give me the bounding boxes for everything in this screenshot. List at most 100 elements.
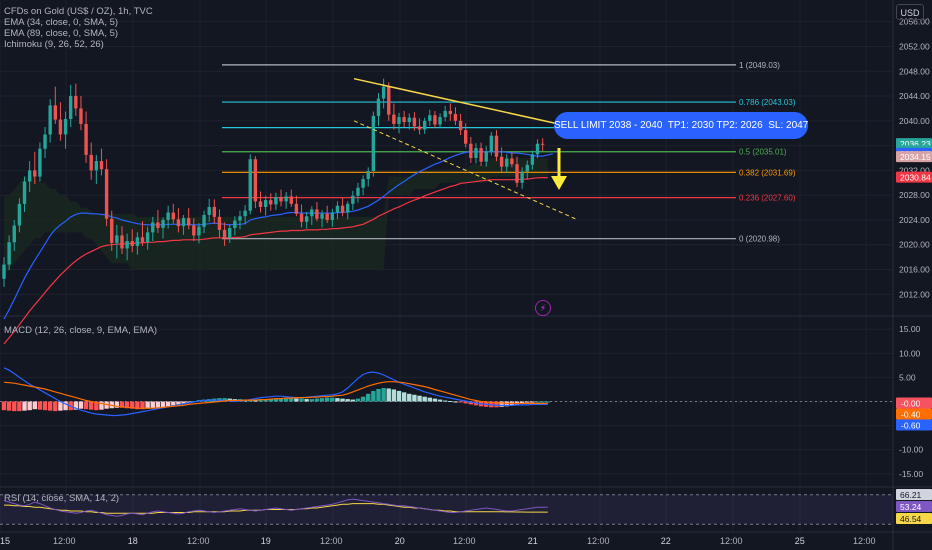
- candle-body: [294, 203, 299, 214]
- macd-histogram-bar: [94, 401, 99, 411]
- macd-histogram-bar: [386, 388, 391, 402]
- candle-body: [248, 159, 252, 211]
- candle-body: [346, 203, 350, 213]
- candle: [530, 150, 535, 170]
- candle-body: [335, 205, 340, 213]
- macd-histogram-bar: [42, 401, 48, 411]
- macd-histogram-bar: [437, 399, 443, 402]
- macd-histogram-bar: [535, 401, 540, 403]
- macd-histogram-bar: [345, 399, 350, 402]
- macd-histogram-bar: [499, 401, 504, 407]
- candle: [181, 215, 186, 235]
- macd-title[interactable]: MACD (12, 26, close, 9, EMA, EMA): [4, 325, 158, 336]
- candle: [258, 191, 263, 213]
- ichimoku-legend[interactable]: Ichimoku (9, 26, 52, 26): [4, 39, 104, 50]
- candle: [540, 138, 545, 152]
- candle: [166, 205, 170, 229]
- candle-body: [33, 170, 37, 177]
- candle: [402, 110, 406, 128]
- time-tick-label: 21: [528, 536, 538, 546]
- candle: [99, 148, 104, 176]
- candle-body: [151, 222, 155, 233]
- candle: [269, 193, 273, 211]
- ema34-line: [3, 151, 554, 320]
- macd-histogram-bar: [381, 388, 386, 402]
- time-tick-label: 12:00: [187, 536, 210, 546]
- candle: [156, 210, 160, 233]
- candle-body: [494, 135, 499, 157]
- candle-body: [7, 242, 11, 265]
- candle: [7, 235, 11, 271]
- macd-histogram-bar: [6, 401, 12, 411]
- candle: [243, 205, 247, 225]
- ema34-legend[interactable]: EMA (34, close, 0, SMA, 5): [4, 17, 119, 28]
- candle: [125, 233, 129, 261]
- macd-histogram-bar: [335, 398, 340, 402]
- candle-body: [417, 126, 422, 130]
- time-tick-label: 15: [0, 536, 10, 546]
- macd-histogram-bar: [299, 398, 304, 402]
- macd-value-label: -0.00: [901, 399, 921, 409]
- trade-note-box[interactable]: SELL LIMIT 2038 - 2040 TP1: 2030 TP2: 20…: [554, 112, 808, 139]
- candle-body: [284, 196, 288, 202]
- macd-histogram-bar: [32, 401, 37, 410]
- time-tick-label: 20: [395, 536, 405, 546]
- macd-histogram-bar: [350, 399, 356, 402]
- rsi-value-tag: [896, 513, 932, 524]
- rsi-value-tag: [896, 489, 932, 500]
- candle-body: [304, 216, 309, 222]
- symbol-title[interactable]: CFDs on Gold (US$ / OZ), 1h, TVC: [4, 6, 153, 17]
- candle: [417, 118, 422, 135]
- time-tick-label: 19: [261, 536, 271, 546]
- macd-histogram-bar: [432, 398, 438, 402]
- macd-histogram-bar: [324, 397, 330, 402]
- rsi-ma-line: [4, 503, 548, 514]
- candle-body: [458, 120, 463, 131]
- candle: [535, 139, 540, 158]
- candle-body: [79, 108, 83, 124]
- candle: [525, 160, 529, 180]
- macd-value-label: -0.40: [901, 410, 921, 420]
- currency-button[interactable]: USD: [896, 4, 924, 20]
- candle-body: [443, 110, 447, 118]
- candle-body: [289, 196, 293, 204]
- macd-histogram-bar: [422, 396, 427, 402]
- macd-histogram-bar: [37, 401, 43, 410]
- candle: [207, 198, 211, 222]
- time-tick-label: 18: [128, 536, 138, 546]
- lightning-icon[interactable]: ⚡: [535, 300, 551, 316]
- macd-histogram-bar: [12, 401, 17, 412]
- fib-level-label: 0.382 (2031.69): [739, 168, 796, 177]
- candle: [304, 211, 309, 229]
- macd-histogram-bar: [268, 399, 273, 402]
- candle-body: [253, 159, 258, 202]
- rsi-title[interactable]: RSI (14, close, SMA, 14, 2): [4, 493, 120, 504]
- main-legend: CFDs on Gold (US$ / OZ), 1h, TVC EMA (34…: [4, 6, 153, 50]
- candle: [376, 92, 381, 126]
- macd-histogram-bar: [145, 401, 150, 409]
- price-tag-label: 2036.23: [900, 139, 931, 149]
- candle: [74, 83, 78, 116]
- candle: [381, 78, 386, 109]
- candle: [284, 192, 288, 209]
- candle-body: [228, 228, 232, 238]
- macd-histogram-bar: [319, 398, 325, 402]
- candle-body: [207, 206, 211, 216]
- macd-histogram-bar: [58, 401, 63, 411]
- candle-body: [505, 158, 509, 167]
- candle-body: [320, 213, 324, 219]
- candle-body: [274, 197, 278, 205]
- candle-body: [407, 117, 411, 123]
- candle-body: [84, 123, 88, 155]
- price-tick-label: 2024.00: [899, 215, 930, 225]
- ema89-legend[interactable]: EMA (89, close, 0, SMA, 5): [4, 28, 119, 39]
- price-tag: [896, 171, 932, 183]
- candle: [228, 224, 232, 243]
- candle-body: [68, 96, 73, 119]
- rsi-value-label: 46.54: [900, 514, 922, 524]
- macd-histogram-bar: [89, 401, 94, 410]
- candle: [433, 110, 437, 129]
- candle-body: [376, 98, 381, 116]
- macd-histogram-bar: [283, 398, 289, 402]
